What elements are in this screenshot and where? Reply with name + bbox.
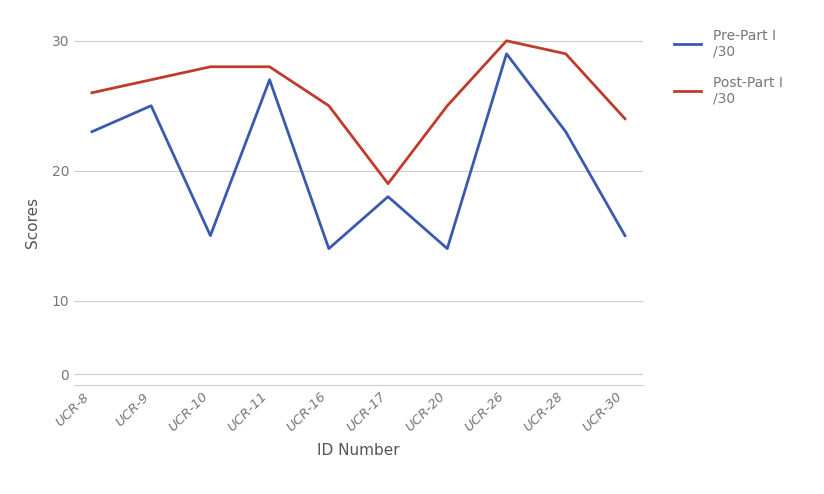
Legend: Pre-Part I
/30, Post-Part I
/30: Pre-Part I /30, Post-Part I /30 bbox=[667, 22, 789, 113]
Text: Scores: Scores bbox=[25, 197, 40, 248]
X-axis label: ID Number: ID Number bbox=[317, 443, 400, 458]
